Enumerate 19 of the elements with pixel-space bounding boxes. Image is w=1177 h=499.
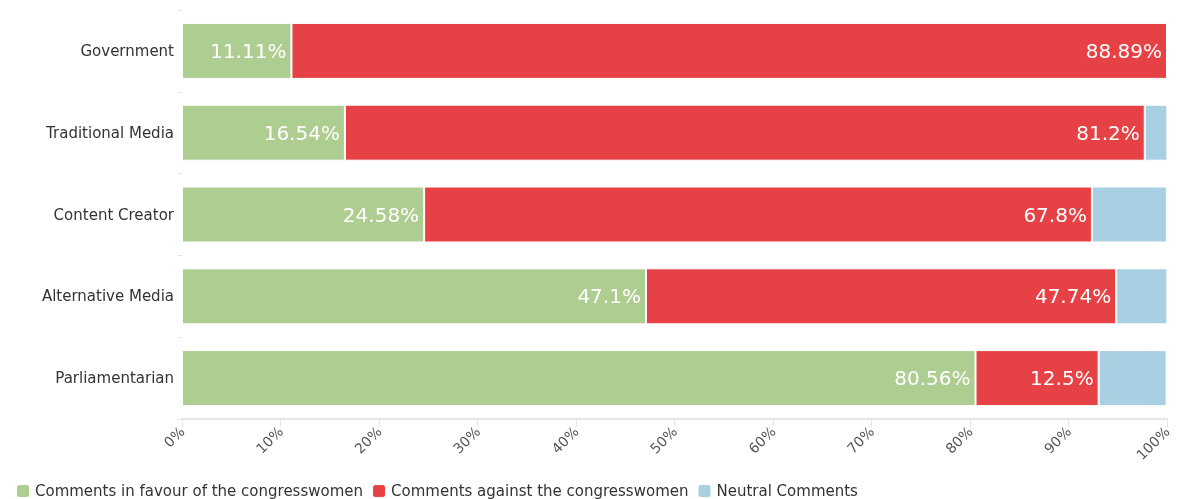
data-label: 16.54% — [263, 120, 340, 145]
data-label: 24.58% — [342, 202, 420, 227]
x-tick-label: 0% — [160, 423, 188, 451]
data-label: 80.56% — [894, 366, 971, 391]
y-tick-label: Content Creator — [53, 205, 175, 224]
data-label: 81.2% — [1076, 120, 1140, 145]
data-label: 12.5% — [1030, 366, 1094, 391]
legend-label: Comments in favour of the congresswomen — [35, 482, 364, 499]
y-tick-label: Parliamentarian — [55, 369, 174, 388]
legend-label: Neutral Comments — [716, 482, 859, 499]
data-label: 88.89% — [1085, 38, 1162, 63]
legend-label: Comments against the congresswomen — [391, 482, 689, 499]
y-tick-label: Alternative Media — [41, 287, 174, 306]
y-tick-label: Traditional Media — [45, 123, 174, 142]
y-tick-label: Government — [80, 41, 175, 60]
data-label: 47.74% — [1034, 284, 1112, 309]
data-label: 47.1% — [577, 284, 641, 309]
data-label: 67.8% — [1023, 202, 1087, 227]
data-label: 11.11% — [210, 38, 287, 63]
